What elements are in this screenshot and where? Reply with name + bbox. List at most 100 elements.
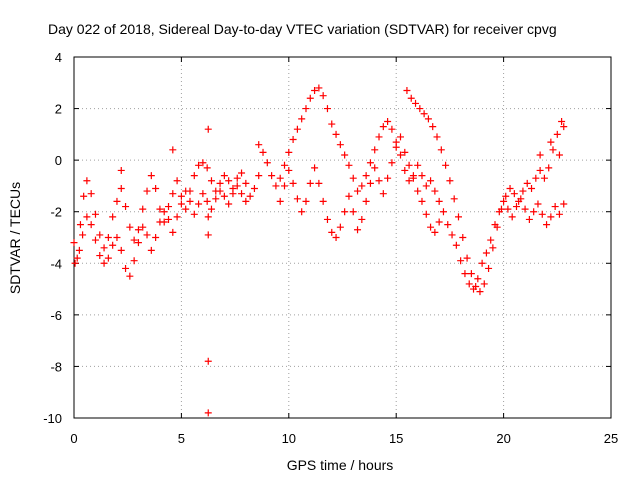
data-point [547, 138, 555, 146]
data-point [109, 241, 117, 249]
y-tick-label: -2 [50, 205, 62, 220]
data-point [439, 208, 447, 216]
data-point [538, 210, 546, 218]
data-point [117, 185, 125, 193]
data-point [500, 197, 508, 205]
data-point [122, 203, 130, 211]
data-point [405, 177, 413, 185]
data-point [452, 241, 460, 249]
data-point [319, 92, 327, 100]
x-tick-label: 25 [604, 431, 618, 446]
data-point [87, 221, 95, 229]
data-point [225, 177, 233, 185]
data-point [306, 179, 314, 187]
data-point [336, 141, 344, 149]
data-point [73, 254, 81, 262]
data-point [199, 190, 207, 198]
data-point [358, 215, 366, 223]
data-point [371, 164, 379, 172]
data-point [384, 174, 392, 182]
data-point [482, 249, 490, 257]
data-point [349, 174, 357, 182]
data-point [444, 221, 452, 229]
data-point [555, 151, 563, 159]
data-point [467, 270, 475, 278]
data-point [328, 120, 336, 128]
data-point [465, 280, 473, 288]
data-point [553, 130, 561, 138]
data-point [506, 185, 514, 193]
data-point [401, 148, 409, 156]
data-point [427, 177, 435, 185]
data-point [91, 236, 99, 244]
data-point [152, 234, 160, 241]
data-point [461, 270, 469, 278]
data-point [431, 228, 439, 236]
data-point [91, 210, 99, 218]
data-point [216, 187, 224, 195]
data-point [504, 205, 512, 213]
data-point [285, 166, 293, 174]
data-point [429, 123, 437, 131]
data-point [238, 190, 246, 198]
data-point [75, 246, 83, 254]
data-point [207, 205, 215, 213]
data-point [345, 192, 353, 200]
x-tick-label: 5 [178, 431, 185, 446]
data-point [332, 130, 340, 138]
data-point [412, 99, 420, 107]
data-point [523, 179, 531, 187]
data-point [519, 187, 527, 195]
data-point [366, 179, 374, 187]
data-point [147, 172, 155, 180]
plot-frame [73, 56, 612, 419]
data-point [418, 197, 426, 205]
data-point [534, 200, 542, 208]
data-point [139, 223, 147, 231]
data-point [366, 159, 374, 167]
data-point [435, 197, 443, 205]
data-point [409, 174, 417, 182]
data-point [341, 151, 349, 159]
data-point [379, 190, 387, 198]
data-point [233, 174, 241, 182]
data-point [463, 254, 471, 262]
data-point [379, 123, 387, 131]
data-point [384, 117, 392, 125]
x-tick-label: 0 [70, 431, 77, 446]
data-point [315, 84, 323, 92]
data-point [405, 161, 413, 169]
data-point [293, 125, 301, 133]
data-point [156, 205, 164, 213]
series-track-d [276, 133, 443, 241]
y-tick-label: 4 [55, 50, 62, 65]
data-point [96, 252, 104, 260]
data-point [328, 228, 336, 236]
data-point [96, 231, 104, 239]
data-point [182, 187, 190, 195]
data-point [362, 172, 370, 180]
axis-ticks: 0 5 10 15 20 25 -10 -8 -6 -4 -2 0 2 4 [43, 50, 618, 446]
data-point [117, 166, 125, 174]
data-point [126, 223, 134, 231]
series-track-a [70, 159, 263, 262]
y-tick-label: -4 [50, 256, 62, 271]
data-point [517, 195, 525, 203]
data-point [341, 208, 349, 216]
data-point [147, 246, 155, 254]
series-track-f [414, 161, 568, 293]
data-point [446, 177, 454, 185]
x-axis-label: GPS time / hours [287, 457, 394, 473]
data-point [536, 166, 544, 174]
data-point [285, 148, 293, 156]
data-point [272, 182, 280, 190]
data-point [276, 174, 284, 182]
data-point [83, 213, 91, 221]
data-point [388, 125, 396, 133]
data-point [388, 159, 396, 167]
data-point [551, 203, 559, 211]
series-outliers [117, 125, 563, 417]
data-point [139, 205, 147, 213]
data-point [442, 161, 450, 169]
series-track-b [71, 182, 250, 280]
